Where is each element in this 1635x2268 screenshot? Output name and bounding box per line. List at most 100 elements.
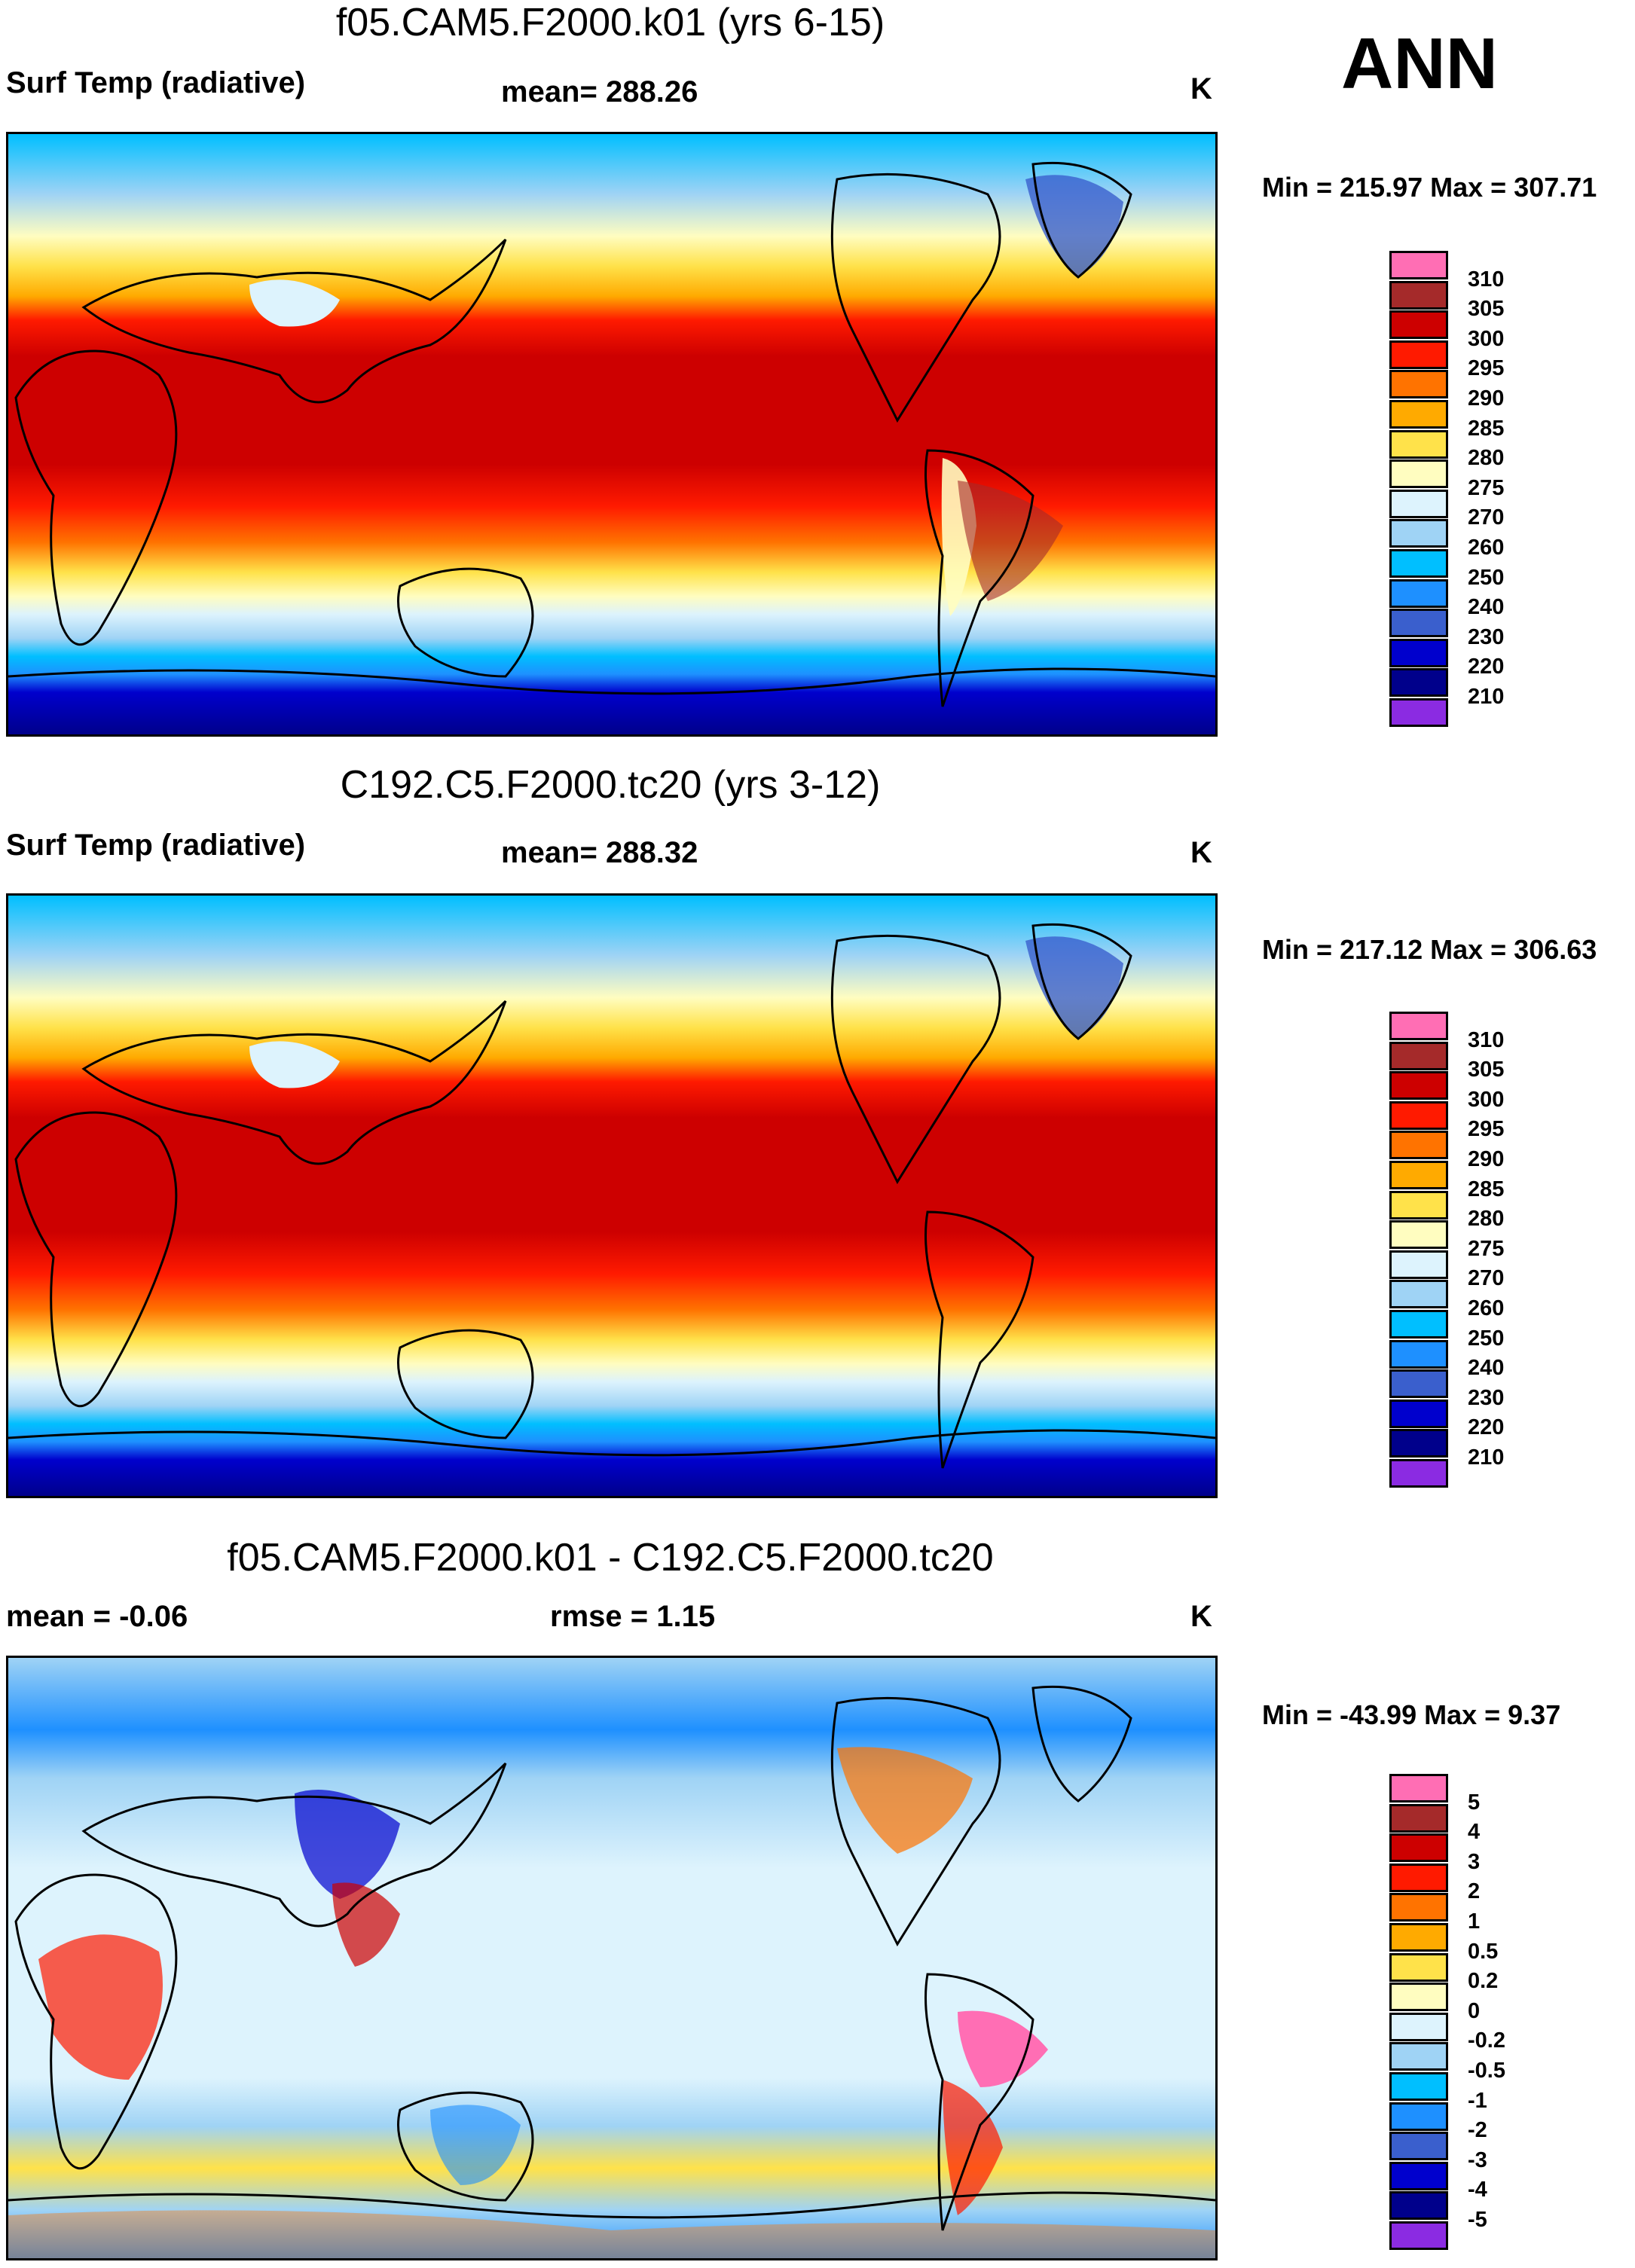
colorbar-swatch (1389, 2191, 1448, 2221)
colorbar-tick-label: 305 (1468, 1058, 1505, 1082)
panel-2-mean-label: mean= 288.32 (501, 836, 698, 869)
colorbar-tick-label: 250 (1468, 565, 1505, 590)
colorbar-swatch (1389, 2012, 1448, 2041)
colorbar-tick-label: 260 (1468, 536, 1505, 560)
colorbar-swatch (1389, 1131, 1448, 1160)
colorbar-tick-label: 300 (1468, 1087, 1505, 1112)
colorbar-swatch (1389, 1459, 1448, 1488)
panel-2-temperature-field (8, 896, 1215, 1496)
colorbar-swatch (1389, 459, 1448, 489)
colorbar-tick-label: 275 (1468, 475, 1505, 500)
panel-3-map (6, 1656, 1218, 2260)
panel-3-mean-label: mean = -0.06 (6, 1600, 188, 1633)
season-label: ANN (1341, 23, 1498, 104)
colorbar-swatch (1389, 1041, 1448, 1070)
colorbar-swatch (1389, 609, 1448, 638)
colorbar-tick-label: 1 (1468, 1909, 1481, 1934)
colorbar-tick-label: 210 (1468, 685, 1505, 709)
colorbar-tick-label: 2 (1468, 1879, 1481, 1904)
colorbar-tick-label: 295 (1468, 1117, 1505, 1142)
colorbar-tick-label: -2 (1468, 2118, 1487, 2143)
colorbar-tick-label: -1 (1468, 2088, 1487, 2113)
panel-2-title: C192.C5.F2000.tc20 (yrs 3-12) (340, 763, 881, 807)
colorbar-swatch (1389, 1280, 1448, 1309)
colorbar-tick-label: 0.2 (1468, 1969, 1499, 1994)
colorbar-swatch (1389, 2221, 1448, 2250)
colorbar-tick-label: 285 (1468, 1177, 1505, 1201)
colorbar-swatch (1389, 1774, 1448, 1802)
colorbar-swatch (1389, 251, 1448, 279)
colorbar-tick-label: 220 (1468, 1415, 1505, 1440)
colorbar-swatch (1389, 2161, 1448, 2190)
colorbar-swatch (1389, 698, 1448, 727)
colorbar-tick-label: -0.2 (1468, 2028, 1505, 2053)
panel-3-minmax-label: Min = -43.99 Max = 9.37 (1262, 1699, 1561, 1730)
panel-3-difference-field (8, 1658, 1215, 2258)
colorbar-swatch (1389, 1100, 1448, 1130)
colorbar-tick-label: 275 (1468, 1236, 1505, 1261)
colorbar-tick-label: 260 (1468, 1296, 1505, 1320)
colorbar-tick-label: 5 (1468, 1790, 1481, 1815)
panel-1-variable-label: Surf Temp (radiative) (6, 66, 306, 99)
colorbar-tick-label: 270 (1468, 1266, 1505, 1291)
colorbar-swatch (1389, 1369, 1448, 1399)
colorbar-swatch (1389, 578, 1448, 608)
colorbar-swatch (1389, 638, 1448, 667)
colorbar-swatch (1389, 340, 1448, 369)
panel-2-map (6, 893, 1218, 1498)
colorbar-swatch (1389, 549, 1448, 578)
colorbar-tick-label: 4 (1468, 1820, 1481, 1845)
colorbar-tick-label: 310 (1468, 1027, 1505, 1052)
panel-2-variable-label: Surf Temp (radiative) (6, 829, 306, 862)
panel-1-title: f05.CAM5.F2000.k01 (yrs 6-15) (335, 1, 885, 44)
colorbar-tick-label: -0.5 (1468, 2059, 1505, 2083)
colorbar-swatch (1389, 429, 1448, 459)
colorbar-swatch (1389, 2102, 1448, 2131)
panel-3-rmse-label: rmse = 1.15 (550, 1600, 716, 1633)
colorbar-tick-label: 0.5 (1468, 1939, 1499, 1964)
panel-3-units-label: K (1190, 1600, 1212, 1633)
colorbar-tick-label: -4 (1468, 2178, 1487, 2202)
colorbar-tick-label: 295 (1468, 356, 1505, 381)
colorbar-tick-label: 230 (1468, 1385, 1505, 1410)
colorbar-swatch (1389, 370, 1448, 399)
colorbar-tick-label: 300 (1468, 326, 1505, 351)
panel-1-units-label: K (1190, 72, 1212, 105)
colorbar-tick-label: 280 (1468, 1207, 1505, 1232)
colorbar-swatch (1389, 519, 1448, 548)
colorbar-swatch (1389, 2132, 1448, 2161)
colorbar-swatch (1389, 1952, 1448, 1982)
colorbar-tick-label: 305 (1468, 297, 1505, 322)
colorbar-swatch (1389, 1833, 1448, 1863)
colorbar-tick-label: 285 (1468, 416, 1505, 441)
colorbar-swatch (1389, 310, 1448, 340)
colorbar-swatch (1389, 1250, 1448, 1279)
colorbar-tick-label: 290 (1468, 386, 1505, 411)
colorbar-tick-label: 280 (1468, 446, 1505, 471)
colorbar-tick-label: 0 (1468, 1998, 1481, 2023)
colorbar-tick-label: 270 (1468, 505, 1505, 530)
colorbar-swatch (1389, 1863, 1448, 1892)
colorbar-swatch (1389, 1923, 1448, 1952)
panel-3-title: f05.CAM5.F2000.k01 - C192.C5.F2000.tc20 (227, 1536, 994, 1580)
colorbar-swatch (1389, 280, 1448, 310)
panel-1-mean-label: mean= 288.26 (501, 75, 698, 108)
panel-2-minmax-label: Min = 217.12 Max = 306.63 (1262, 934, 1597, 965)
colorbar-tick-label: 250 (1468, 1326, 1505, 1351)
panel-1-colorbar: 310 305 300 295 290 285 280 275 270 260 250 240 230 2… (1389, 251, 1615, 733)
colorbar-swatch (1389, 1399, 1448, 1428)
colorbar-swatch (1389, 2072, 1448, 2101)
colorbar-tick-label: -3 (1468, 2147, 1487, 2172)
colorbar-swatch (1389, 1339, 1448, 1369)
colorbar-swatch (1389, 1161, 1448, 1189)
colorbar-swatch (1389, 1893, 1448, 1922)
panel-1-temperature-field (8, 134, 1215, 734)
panel-3-colorbar: 5 4 3 2 1 0.5 0.2 0 -0.2 -0.5 -1 -2 -3 -4 -5 (1389, 1774, 1615, 2256)
colorbar-swatch (1389, 1220, 1448, 1250)
colorbar-swatch (1389, 1429, 1448, 1458)
panel-1-map (6, 132, 1218, 737)
colorbar-swatch (1389, 1190, 1448, 1219)
colorbar-tick-label: 3 (1468, 1849, 1481, 1874)
colorbar-tick-label: 220 (1468, 655, 1505, 679)
colorbar-tick-label: 230 (1468, 624, 1505, 649)
